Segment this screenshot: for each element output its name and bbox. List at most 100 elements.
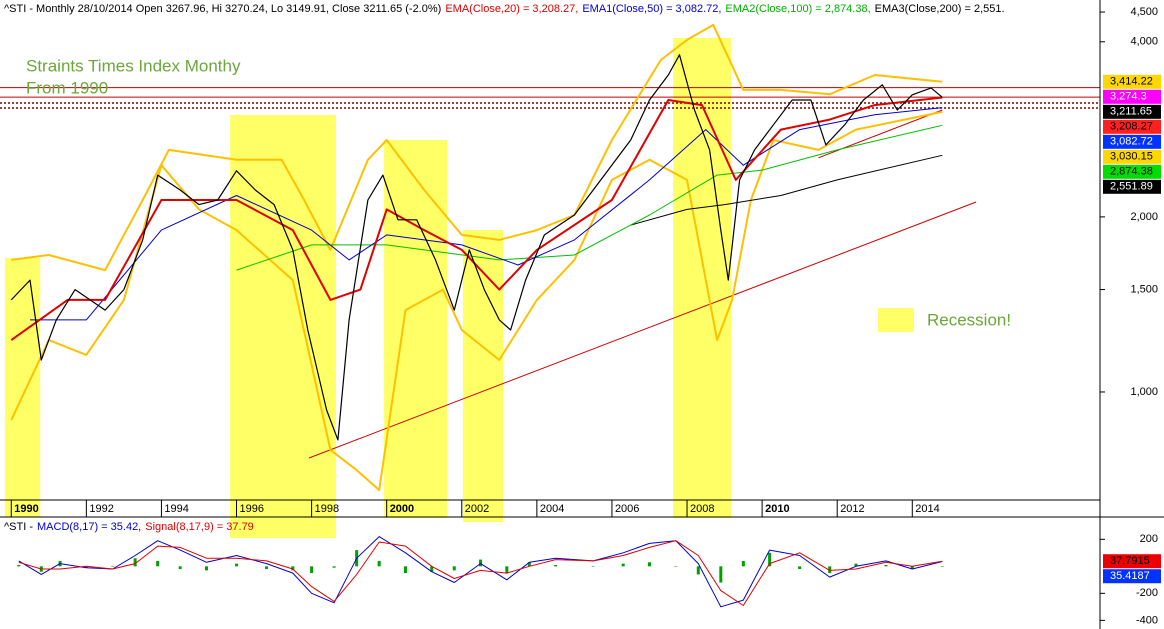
histogram-bar — [854, 563, 858, 567]
histogram-bar — [884, 564, 888, 567]
y-tick-label: 1,500 — [1130, 283, 1158, 295]
histogram-bar — [133, 558, 137, 567]
histogram-bar — [310, 566, 314, 574]
histogram-bar — [403, 566, 407, 574]
y-tick-label: -200 — [1136, 587, 1158, 599]
histogram-bar — [674, 566, 678, 567]
series-line — [10, 96, 943, 341]
value-badge-label: 3,211.65 — [1110, 106, 1152, 118]
histogram-bar — [741, 560, 745, 567]
value-badge-label: 2,874.38 — [1110, 166, 1153, 178]
y-tick-label: 2,000 — [1130, 211, 1158, 223]
histogram-bar — [768, 552, 772, 567]
recession-band — [384, 140, 448, 518]
histogram-bar — [798, 566, 802, 570]
histogram-bar — [479, 559, 483, 567]
value-badge-label: 3,274.3 — [1110, 91, 1147, 103]
histogram-bar — [235, 563, 239, 567]
recession-band — [230, 115, 337, 538]
recession-band — [673, 38, 731, 518]
plot-layer — [0, 23, 1100, 608]
value-badge — [1103, 89, 1161, 104]
y-tick-label: 4,500 — [1130, 6, 1158, 18]
series-line — [18, 540, 943, 606]
macd-header: ^STI - MACD(8,17) = 35.42, Signal(8,17,9) … — [4, 521, 254, 533]
header-segment: EMA1(Close,50) = 3,082.72, — [582, 3, 721, 15]
y-tick-label: 200 — [1140, 533, 1158, 545]
series-line — [11, 23, 943, 272]
histogram-bar — [204, 566, 208, 571]
recession-layer — [4, 38, 731, 538]
histogram-bar — [591, 566, 595, 567]
histogram-bar — [17, 564, 21, 567]
x-tick-label: 1994 — [164, 503, 188, 515]
histogram-bar — [156, 560, 160, 567]
histogram-bar — [527, 562, 531, 567]
x-tick-label: 2012 — [840, 503, 864, 515]
histogram-bar — [111, 566, 115, 567]
value-badge — [1103, 104, 1161, 119]
value-badge-label: 35.4187 — [1110, 570, 1150, 582]
value-badge — [1103, 74, 1161, 89]
histogram-bar — [621, 563, 625, 567]
value-badge-label: 3,030.15 — [1110, 151, 1153, 163]
value-badge — [1103, 149, 1161, 164]
histogram-bar — [178, 566, 182, 570]
recession-band — [462, 230, 504, 522]
x-tick-label: 2014 — [915, 503, 939, 515]
x-tick-label: 1992 — [89, 503, 113, 515]
header-segment: MACD(8,17) = 35.42, — [37, 521, 141, 533]
histogram-bar — [910, 566, 914, 570]
x-tick-label: 2004 — [540, 503, 564, 515]
x-tick-label: 2002 — [465, 503, 489, 515]
histogram-bar — [377, 560, 381, 567]
series-line — [236, 124, 943, 271]
header-segment: ^STI - — [4, 521, 33, 533]
histogram-bar — [332, 566, 336, 568]
header-segment: EMA(Close,20) = 3,208.27, — [445, 3, 578, 15]
histogram-bar — [828, 566, 832, 574]
value-badge-label: 3,082.72 — [1110, 136, 1153, 148]
value-badge — [1103, 134, 1161, 149]
header-segment: ^STI - Monthly 28/10/2014 Open 3267.96, … — [4, 3, 441, 15]
series-line — [30, 107, 943, 321]
y-tick-label: 1,000 — [1130, 386, 1158, 398]
value-badge — [1103, 119, 1161, 134]
histogram-bar — [452, 566, 456, 571]
x-tick-label: 2008 — [690, 503, 714, 515]
series-line — [630, 154, 943, 226]
histogram-bar — [265, 566, 269, 570]
value-badge — [1103, 164, 1161, 179]
chart-header: ^STI - Monthly 28/10/2014 Open 3267.96, … — [4, 3, 1005, 15]
x-tick-label: 1998 — [315, 503, 339, 515]
histogram-bar — [554, 564, 558, 567]
histogram-bar — [84, 566, 88, 568]
x-tick-label: 2000 — [390, 503, 414, 515]
x-tick-label: 2010 — [765, 503, 789, 515]
annotation: From 1990 — [26, 78, 108, 97]
header-segment: Signal(8,17,9) = 37.79 — [145, 521, 254, 533]
trend-line — [308, 201, 977, 459]
value-badge — [1103, 179, 1161, 194]
header-segment: EMA3(Close,200) = 2,551. — [875, 3, 1005, 15]
legend-swatch — [878, 308, 914, 332]
value-badge-label: 2,551.89 — [1110, 181, 1153, 193]
histogram-bar — [291, 566, 295, 571]
value-badge-label: 3,208.27 — [1110, 121, 1153, 133]
series-line — [10, 54, 943, 441]
histogram-bar — [430, 566, 434, 572]
histogram-bar — [940, 566, 944, 567]
legend-label: Recession! — [927, 310, 1011, 329]
series-line — [10, 110, 943, 492]
y-tick-label: 4,000 — [1130, 36, 1158, 48]
x-tick-label: 1990 — [14, 503, 38, 515]
header-segment: EMA2(Close,100) = 2,874.38, — [725, 3, 870, 15]
value-badge — [1103, 569, 1161, 584]
y-tick-label: -400 — [1136, 614, 1158, 626]
value-badge-label: 3,414.22 — [1110, 76, 1153, 88]
x-tick-label: 1996 — [240, 503, 264, 515]
annotation: Straints Times Index Monthy — [26, 56, 241, 75]
